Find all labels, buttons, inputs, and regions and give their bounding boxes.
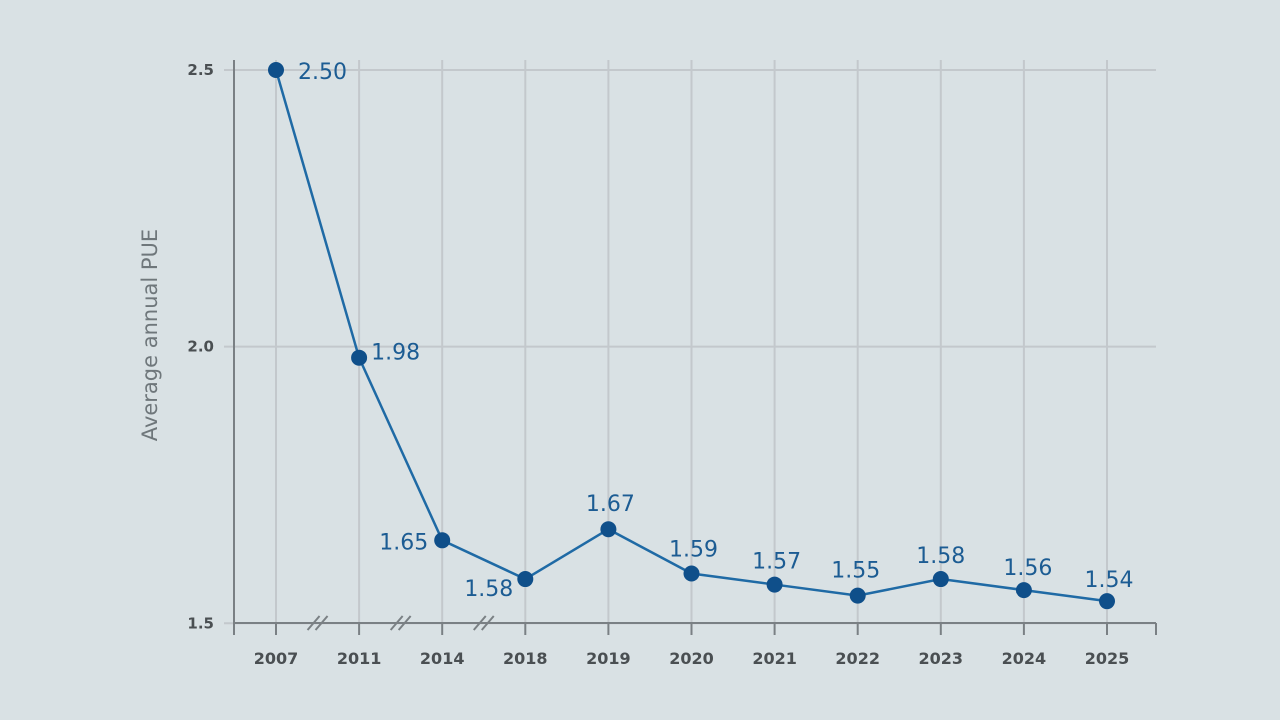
data-label: 1.58 <box>464 577 513 602</box>
x-tick-label: 2021 <box>752 649 797 668</box>
x-tick-label: 2020 <box>669 649 714 668</box>
data-label: 1.57 <box>752 550 801 575</box>
data-label: 1.67 <box>586 492 635 517</box>
data-label: 1.54 <box>1085 568 1134 593</box>
data-label: 1.98 <box>371 341 420 366</box>
y-tick-label: 2.0 <box>187 338 214 356</box>
y-tick-label: 1.5 <box>187 614 214 632</box>
data-label: 1.59 <box>669 538 718 563</box>
x-tick-label: 2025 <box>1085 649 1130 668</box>
axis-break-mark <box>389 615 404 631</box>
x-tick-label: 2007 <box>254 649 299 668</box>
x-tick-label: 2019 <box>586 649 631 668</box>
data-point <box>517 571 534 588</box>
x-tick-label: 2022 <box>835 649 880 668</box>
data-point <box>1099 593 1115 610</box>
axis-break-mark <box>480 615 495 631</box>
data-point <box>268 62 284 78</box>
data-point <box>351 349 368 366</box>
data-point <box>434 532 451 549</box>
axis-break-mark <box>472 615 487 631</box>
data-point <box>683 565 700 582</box>
y-tick-label: 2.5 <box>187 61 214 79</box>
x-tick-label: 2018 <box>503 649 548 668</box>
data-point <box>600 521 617 538</box>
axis-break-mark <box>397 615 412 631</box>
y-axis-title: Average annual PUE <box>138 229 162 441</box>
x-tick-label: 2023 <box>919 649 964 668</box>
axis-break-mark <box>306 615 321 631</box>
data-point <box>932 571 949 588</box>
data-label: 1.56 <box>1003 556 1052 581</box>
data-point <box>766 576 783 593</box>
data-label: 1.65 <box>379 530 428 555</box>
data-point <box>849 587 866 604</box>
x-tick-label: 2024 <box>1002 649 1047 668</box>
data-label: 1.58 <box>916 544 965 569</box>
data-label: 1.55 <box>831 559 880 584</box>
data-point <box>1015 582 1032 599</box>
data-label: 2.50 <box>298 60 347 85</box>
x-tick-label: 2014 <box>420 649 465 668</box>
x-tick-label: 2011 <box>337 649 382 668</box>
axis-break-mark <box>314 615 329 631</box>
